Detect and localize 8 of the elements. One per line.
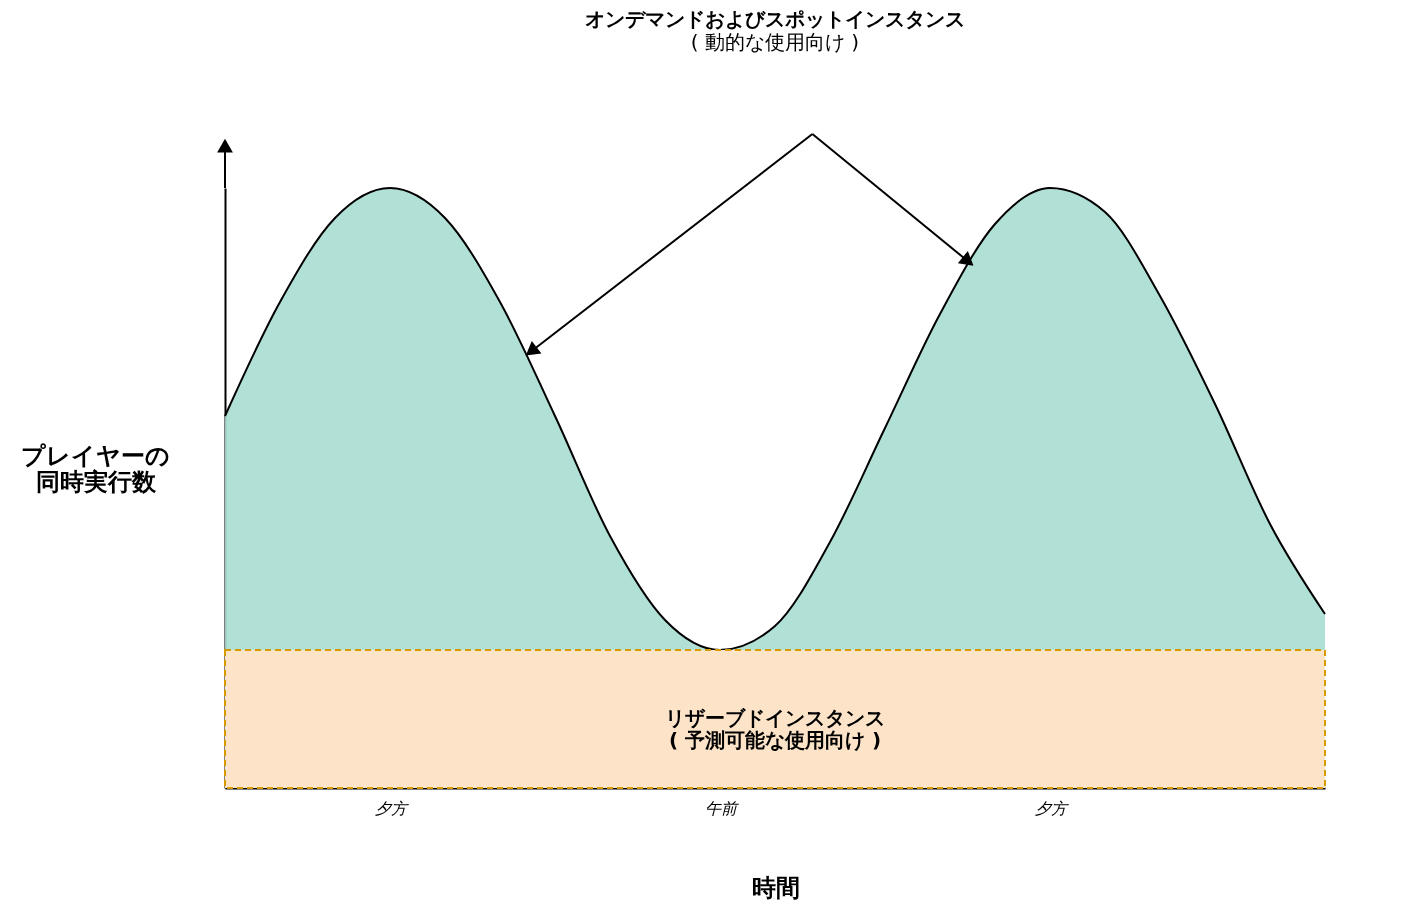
x-tick-label: 夕方 (374, 798, 409, 818)
x-axis-title: 時間 (751, 873, 800, 902)
band-label: リザーブドインスタンス ( 予測可能な使用向け ) (665, 706, 885, 752)
chart-subtitle: ( 動的な使用向け ) (690, 30, 860, 54)
y-axis-title: プレイヤーの同時実行数 (21, 441, 170, 496)
x-tick-label: 夕方 (1034, 798, 1069, 818)
x-tick-label: 午前 (704, 798, 739, 818)
chart-title: オンデマンドおよびスポットインスタンス (585, 7, 965, 31)
